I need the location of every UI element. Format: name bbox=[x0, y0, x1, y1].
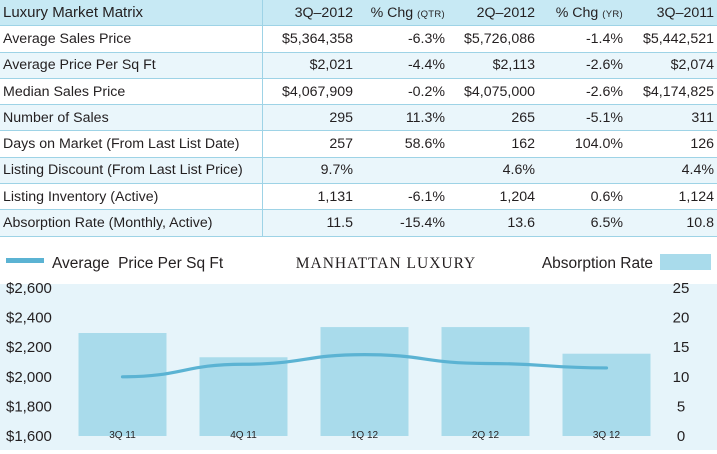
row-label: Days on Market (From Last List Date) bbox=[0, 130, 263, 158]
table-cell: 295 bbox=[262, 104, 356, 132]
table-row: Listing Inventory (Active) 1,131 -6.1% 1… bbox=[0, 183, 717, 211]
left-axis-tick-label: $1,600 bbox=[6, 428, 52, 445]
row-label: Median Sales Price bbox=[0, 78, 263, 106]
absorption-bar bbox=[78, 332, 167, 436]
table-cell: $4,174,825 bbox=[626, 78, 717, 106]
table-cell: 1,131 bbox=[262, 183, 356, 211]
absorption-bar bbox=[199, 357, 288, 436]
table-cell: -5.1% bbox=[538, 104, 626, 132]
right-axis-tick-label: 25 bbox=[673, 280, 690, 297]
table-row: Absorption Rate (Monthly, Active) 11.5 -… bbox=[0, 209, 717, 237]
table-row: Average Price Per Sq Ft $2,021 -4.4% $2,… bbox=[0, 52, 717, 79]
table-cell: -2.6% bbox=[538, 78, 626, 106]
table-cell: -6.1% bbox=[356, 183, 448, 211]
left-axis-tick-label: $2,200 bbox=[6, 339, 52, 356]
table-cell: 10.8 bbox=[626, 209, 717, 237]
table-cell: 1,124 bbox=[626, 183, 717, 211]
table-cell: -0.2% bbox=[356, 78, 448, 106]
table-cell: $2,021 bbox=[262, 52, 356, 79]
table-cell: 13.6 bbox=[448, 209, 538, 237]
right-axis-tick-label: 0 bbox=[677, 428, 685, 445]
category-label: 4Q 11 bbox=[230, 430, 257, 441]
table-cell: 58.6% bbox=[356, 130, 448, 158]
chart-title: MANHATTAN LUXURY bbox=[296, 255, 477, 272]
table-cell: -6.3% bbox=[356, 25, 448, 53]
category-label: 3Q 12 bbox=[593, 430, 621, 441]
table-cell: $5,364,358 bbox=[262, 25, 356, 53]
table-cell: 9.7% bbox=[262, 157, 356, 185]
legend-bar-label: Absorption Rate bbox=[542, 255, 653, 272]
table-cell: $4,075,000 bbox=[448, 78, 538, 106]
price-line bbox=[120, 353, 609, 379]
right-axis-tick-label: 15 bbox=[673, 339, 690, 356]
column-header: % Chg (YR) bbox=[538, 0, 626, 27]
left-axis-tick-label: $2,000 bbox=[6, 369, 52, 386]
table-cell: -1.4% bbox=[538, 25, 626, 53]
column-header: 2Q–2012 bbox=[448, 0, 538, 27]
table-cell: 4.6% bbox=[448, 157, 538, 185]
table-cell: 162 bbox=[448, 130, 538, 158]
legend-line-swatch bbox=[6, 258, 44, 263]
table-cell: $5,726,086 bbox=[448, 25, 538, 53]
table-title: Luxury Market Matrix bbox=[0, 0, 263, 27]
table-row: Median Sales Price $4,067,909 -0.2% $4,0… bbox=[0, 78, 717, 106]
table-cell: $5,442,521 bbox=[626, 25, 717, 53]
category-label: 2Q 12 bbox=[472, 430, 500, 441]
table-cell: 1,204 bbox=[448, 183, 538, 211]
table-cell: $2,074 bbox=[626, 52, 717, 79]
row-label: Absorption Rate (Monthly, Active) bbox=[0, 209, 263, 237]
left-axis-tick-label: $2,600 bbox=[6, 280, 52, 297]
table-cell: 126 bbox=[626, 130, 717, 158]
table-cell: $4,067,909 bbox=[262, 78, 356, 106]
table-cell bbox=[538, 157, 626, 185]
table-cell: 311 bbox=[626, 104, 717, 132]
left-axis-tick-label: $1,800 bbox=[6, 398, 52, 415]
legend-bar-swatch bbox=[660, 254, 711, 270]
row-label: Listing Inventory (Active) bbox=[0, 183, 263, 211]
table-cell: 104.0% bbox=[538, 130, 626, 158]
table-cell: 257 bbox=[262, 130, 356, 158]
table-cell: 11.3% bbox=[356, 104, 448, 132]
row-label: Average Sales Price bbox=[0, 25, 263, 53]
left-axis-tick-label: $2,400 bbox=[6, 310, 52, 327]
manhattan-luxury-chart: $1,600 $1,800 $2,000 $2,200 $2,400 $2,600 0 5 1… bbox=[0, 254, 717, 450]
table-cell: -15.4% bbox=[356, 209, 448, 237]
right-axis-tick-label: 20 bbox=[673, 310, 690, 327]
row-label: Average Price Per Sq Ft bbox=[0, 52, 263, 79]
table-row: Average Sales Price $5,364,358 -6.3% $5,… bbox=[0, 25, 717, 53]
legend-line-label: Average Price Per Sq Ft bbox=[52, 255, 224, 272]
table-cell: 6.5% bbox=[538, 209, 626, 237]
table-cell bbox=[356, 157, 448, 185]
table-row: Number of Sales 295 11.3% 265 -5.1% 311 bbox=[0, 104, 717, 132]
absorption-bar bbox=[320, 327, 409, 436]
table-cell: 11.5 bbox=[262, 209, 356, 237]
column-header: 3Q–2011 bbox=[626, 0, 717, 27]
table-cell: 4.4% bbox=[626, 157, 717, 185]
table-cell: -4.4% bbox=[356, 52, 448, 79]
column-header: % Chg (QTR) bbox=[356, 0, 448, 27]
column-header: 3Q–2012 bbox=[262, 0, 356, 27]
table-row: Days on Market (From Last List Date) 257… bbox=[0, 130, 717, 158]
category-label: 3Q 11 bbox=[109, 430, 136, 441]
table-row: Listing Discount (From Last List Price) … bbox=[0, 157, 717, 185]
right-axis-tick-label: 10 bbox=[673, 369, 690, 386]
row-label: Number of Sales bbox=[0, 104, 263, 132]
table-cell: $2,113 bbox=[448, 52, 538, 79]
absorption-bar bbox=[441, 327, 530, 436]
luxury-market-matrix-table: Luxury Market Matrix 3Q–2012 % Chg (QTR)… bbox=[0, 0, 717, 237]
row-label: Listing Discount (From Last List Price) bbox=[0, 157, 263, 185]
category-label: 1Q 12 bbox=[351, 430, 379, 441]
right-axis-tick-label: 5 bbox=[677, 398, 685, 415]
table-cell: 0.6% bbox=[538, 183, 626, 211]
table-cell: 265 bbox=[448, 104, 538, 132]
table-header-row: Luxury Market Matrix 3Q–2012 % Chg (QTR)… bbox=[0, 0, 717, 27]
table-cell: -2.6% bbox=[538, 52, 626, 79]
